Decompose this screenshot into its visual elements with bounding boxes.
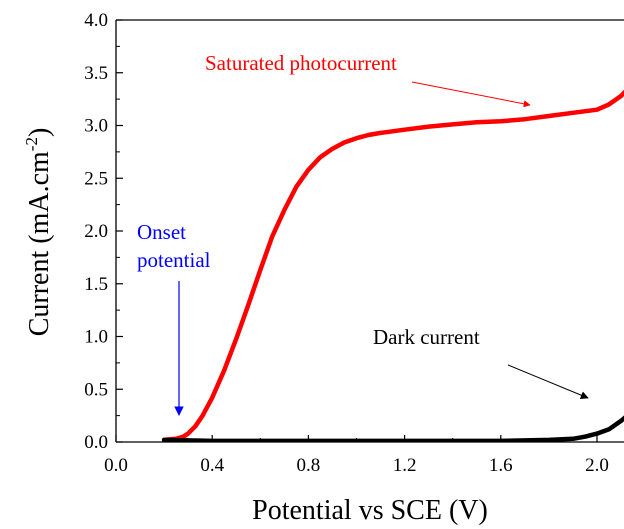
- y-tick-label: 0.0: [84, 432, 108, 453]
- y-axis-title-sup: -2: [22, 137, 41, 151]
- y-tick-label: 1.5: [84, 274, 108, 295]
- x-axis-title: Potential vs SCE (V): [252, 495, 488, 526]
- y-tick-label: 3.5: [84, 63, 108, 84]
- x-tick-label: 0.4: [200, 455, 224, 476]
- x-tick-label: 2.0: [585, 455, 609, 476]
- arrow-dark-current: [507, 364, 589, 399]
- dark-current-curve: [161, 415, 624, 442]
- annotation-potential: potential: [137, 248, 211, 272]
- x-tick-label: 0.8: [297, 455, 321, 476]
- x-tick-label: 1.2: [393, 455, 417, 476]
- y-axis-title-main: Current (mA.cm: [24, 151, 55, 336]
- x-tick-label: 0.0: [104, 455, 128, 476]
- y-axis-title: Current (mA.cm-2): [22, 128, 55, 337]
- annotation-onset: Onset: [137, 220, 186, 244]
- y-tick-label: 3.0: [84, 116, 108, 137]
- y-tick-label: 0.5: [84, 379, 108, 400]
- arrow-saturated-photocurrent: [411, 81, 531, 108]
- y-tick-label: 4.0: [84, 10, 108, 31]
- series-layer: [161, 89, 624, 442]
- y-tick-label: 2.5: [84, 168, 108, 189]
- annotation-saturated-photocurrent: Saturated photocurrent: [205, 51, 397, 75]
- y-tick-label: 2.0: [84, 221, 108, 242]
- annotation-dark-current: Dark current: [373, 325, 480, 349]
- tick-labels: 0.0 0.4 0.8 1.2 1.6 2.0 0.0 0.5 1.0 1.5 2.0 2.5 3.0 3…: [84, 10, 609, 476]
- y-tick-label: 1.0: [84, 327, 108, 348]
- ticks: [115, 19, 598, 443]
- x-tick-label: 1.6: [489, 455, 513, 476]
- y-axis-title-close: ): [24, 128, 55, 137]
- photocurrent-curve: [161, 89, 624, 442]
